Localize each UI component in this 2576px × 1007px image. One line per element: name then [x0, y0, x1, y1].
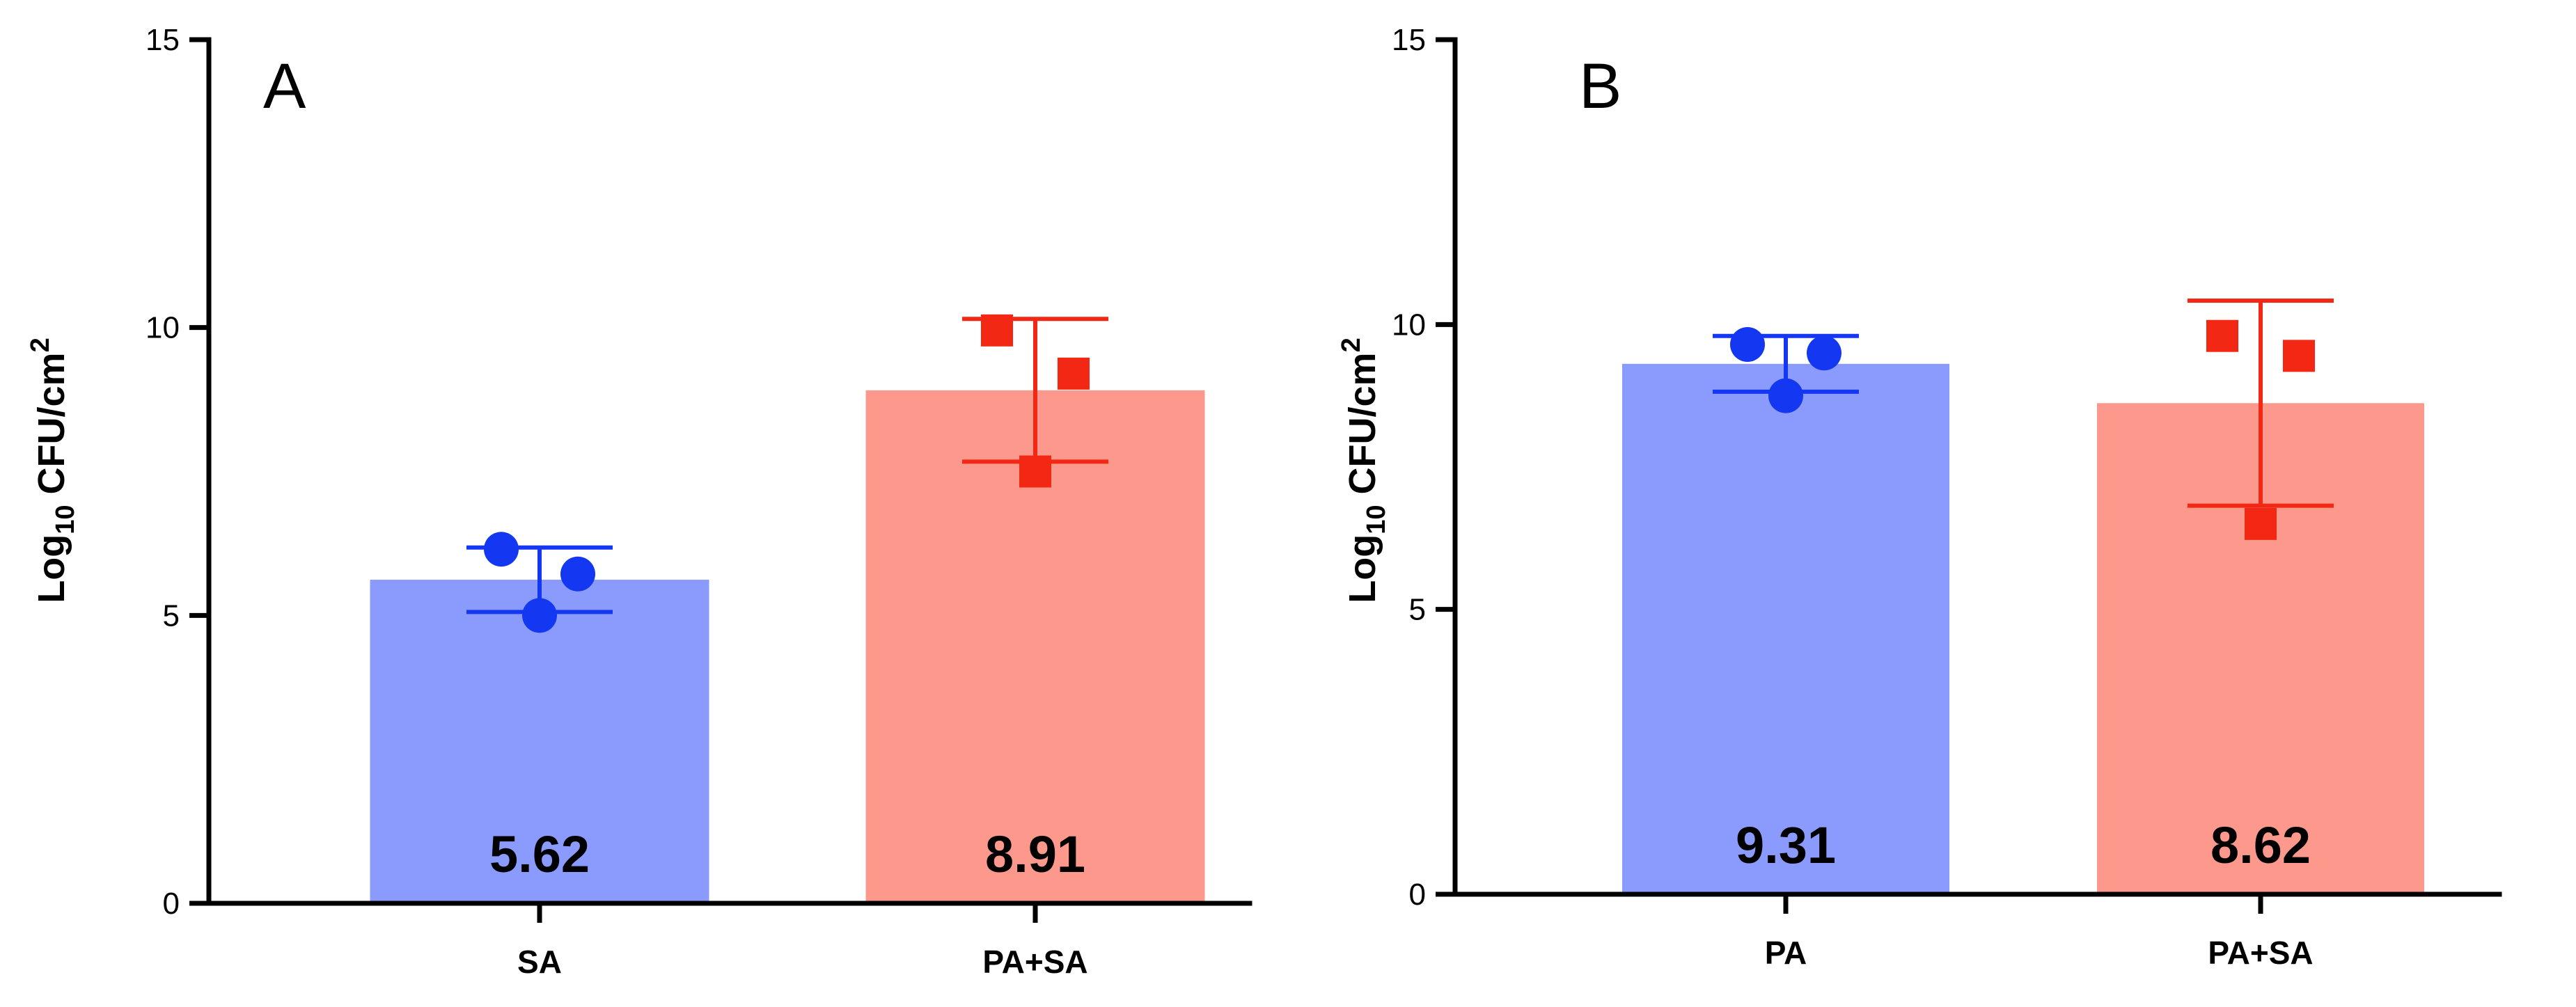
panel-a-data-point	[1019, 455, 1051, 488]
panel-b-bar-pa	[1622, 363, 1949, 892]
panel-a-y-tick-label: 5	[163, 598, 180, 633]
panel-a: 0 5 10 15 SA 5.62 PA+SA 8.91 A Log10 CFU/cm2	[26, 23, 1252, 980]
panel-a-axes: 0 5 10 15	[146, 23, 1252, 923]
panel-a-y-tick-label: 15	[146, 23, 180, 57]
panel-b-data-point	[1730, 326, 1765, 362]
panel-b-data-point	[2245, 507, 2277, 540]
panel-a-data-point	[484, 532, 519, 567]
panel-b-labels: PA 9.31 PA+SA 8.62	[1736, 816, 2314, 971]
panel-a-data-point	[560, 556, 595, 592]
panel-a-bar-sa	[370, 580, 709, 901]
panel-a-labels: SA 5.62 PA+SA 8.91	[489, 825, 1088, 980]
panel-a-bars	[370, 390, 1205, 901]
panel-b-category-label: PA	[1765, 935, 1807, 971]
panel-a-y-tick-label: 0	[163, 887, 180, 921]
panel-b-data-point	[2283, 340, 2315, 372]
panel-a-category-label: PA+SA	[982, 944, 1087, 980]
panel-b-bar-value-label: 8.62	[2210, 816, 2311, 874]
panel-a-y-axis-label: Log10 CFU/cm2	[26, 338, 80, 603]
panel-a-category-label: SA	[517, 944, 562, 980]
panel-a-points	[484, 314, 1090, 633]
panel-b-category-label: PA+SA	[2208, 935, 2313, 971]
panel-b-data-point	[2206, 319, 2238, 352]
panel-a-bar-value-label: 8.91	[985, 825, 1085, 883]
panel-b-y-axis-label: Log10 CFU/cm2	[1337, 338, 1391, 603]
panel-b-y-tick-label: 5	[1409, 593, 1426, 627]
panel-b-bars	[1622, 363, 2424, 892]
panel-b-y-tick-label: 10	[1392, 308, 1426, 342]
panel-b-bar-value-label: 9.31	[1736, 816, 1836, 874]
panel-a-data-point	[1058, 357, 1090, 390]
panel-b-letter: B	[1579, 51, 1621, 122]
panel-b-data-point	[1807, 335, 1841, 371]
panel-b-points	[1730, 319, 2315, 540]
panel-a-data-point	[981, 314, 1013, 347]
panel-b-y-tick-label: 15	[1392, 23, 1426, 57]
panel-a-y-tick-label: 10	[146, 311, 180, 345]
panel-a-bar-value-label: 5.62	[489, 825, 590, 883]
panel-b-data-point	[1768, 378, 1803, 413]
panel-b-axes: 0 5 10 15	[1392, 23, 2502, 914]
panel-b-y-tick-label: 0	[1409, 878, 1426, 912]
panel-a-data-point	[522, 598, 557, 633]
panel-a-letter: A	[263, 51, 306, 122]
panel-b: 0 5 10 15 PA 9.31 PA+SA 8.62 B Log10 CFU/cm2	[1337, 23, 2502, 971]
